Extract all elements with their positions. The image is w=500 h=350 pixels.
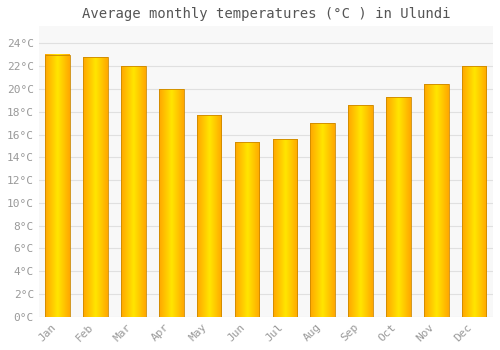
- Bar: [424, 84, 448, 317]
- Bar: [121, 66, 146, 317]
- Bar: [234, 142, 260, 317]
- Bar: [159, 89, 184, 317]
- Bar: [386, 97, 410, 317]
- Bar: [348, 105, 373, 317]
- Title: Average monthly temperatures (°C ) in Ulundi: Average monthly temperatures (°C ) in Ul…: [82, 7, 450, 21]
- Bar: [462, 66, 486, 317]
- Bar: [272, 139, 297, 317]
- Bar: [310, 123, 335, 317]
- Bar: [84, 57, 108, 317]
- Bar: [197, 115, 222, 317]
- Bar: [46, 55, 70, 317]
